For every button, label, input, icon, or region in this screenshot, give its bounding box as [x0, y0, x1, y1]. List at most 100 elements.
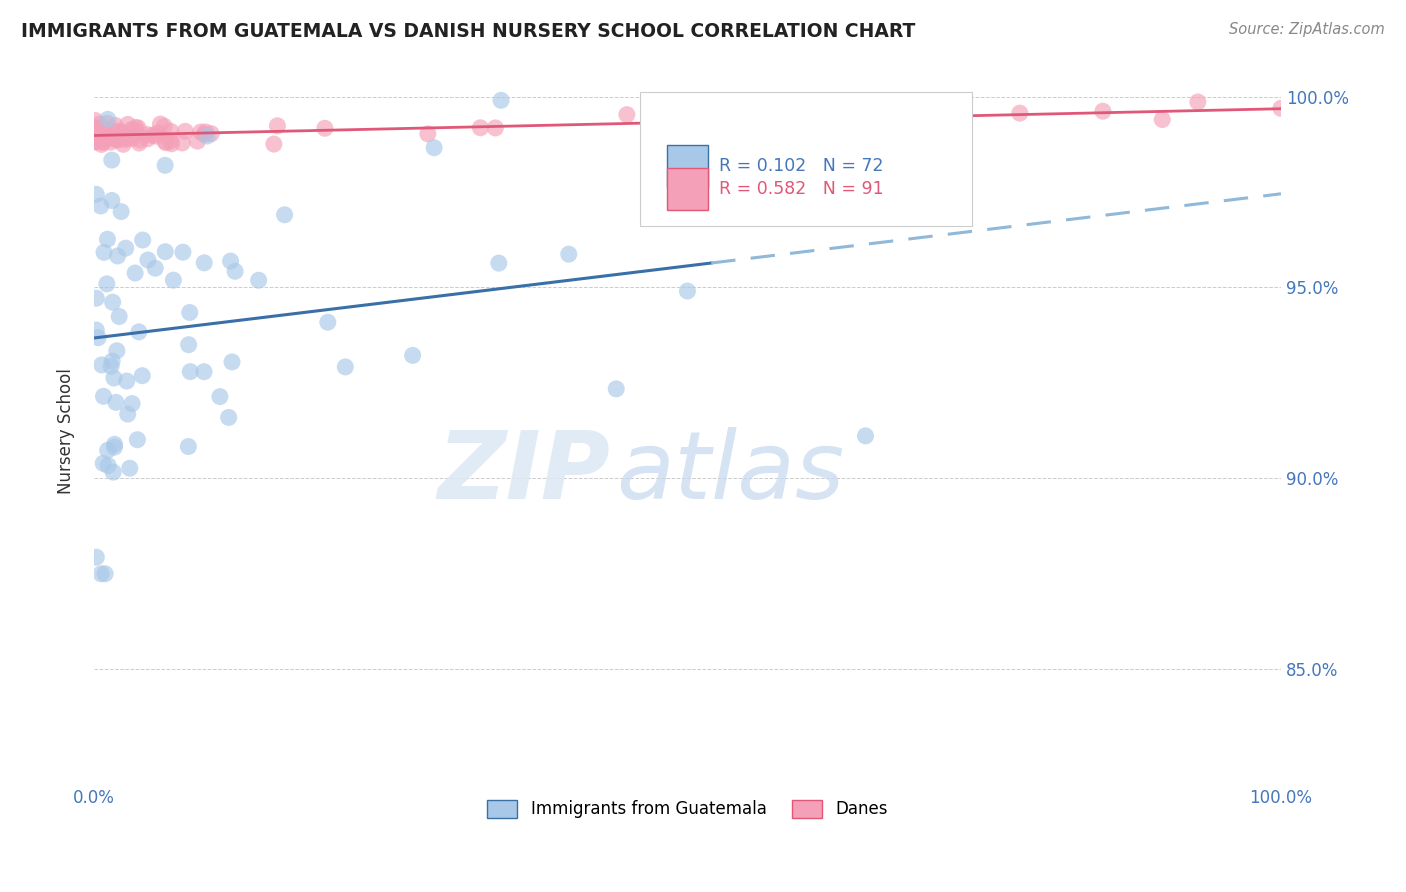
- Point: [96, 277, 118, 291]
- Point: [155, 244, 177, 259]
- Point: [84, 323, 107, 337]
- Point: [489, 93, 512, 107]
- Point: [160, 136, 183, 151]
- Point: [96, 232, 118, 246]
- Point: [136, 132, 159, 146]
- Text: IMMIGRANTS FROM GUATEMALA VS DANISH NURSERY SCHOOL CORRELATION CHART: IMMIGRANTS FROM GUATEMALA VS DANISH NURS…: [21, 22, 915, 41]
- Point: [110, 204, 132, 219]
- Point: [97, 112, 120, 127]
- Point: [159, 124, 181, 138]
- Point: [103, 437, 125, 451]
- Point: [103, 371, 125, 385]
- Point: [558, 247, 581, 261]
- Point: [416, 127, 439, 141]
- Point: [87, 331, 110, 345]
- Legend: Immigrants from Guatemala, Danes: Immigrants from Guatemala, Danes: [481, 793, 894, 825]
- Point: [89, 121, 111, 136]
- Point: [84, 133, 107, 147]
- Point: [146, 126, 169, 140]
- Point: [128, 325, 150, 339]
- Point: [149, 117, 172, 131]
- Point: [141, 128, 163, 143]
- Point: [1091, 104, 1114, 119]
- Point: [172, 136, 194, 150]
- Point: [103, 465, 125, 479]
- Point: [190, 125, 212, 139]
- Point: [112, 137, 135, 152]
- Point: [179, 305, 201, 319]
- Point: [89, 127, 111, 141]
- Point: [115, 374, 138, 388]
- Point: [86, 124, 108, 138]
- Point: [735, 115, 758, 129]
- Point: [96, 116, 118, 130]
- Point: [218, 410, 240, 425]
- Text: R = 0.102   N = 72: R = 0.102 N = 72: [720, 157, 884, 175]
- Point: [93, 128, 115, 143]
- Point: [97, 458, 120, 473]
- Point: [136, 252, 159, 267]
- Point: [93, 245, 115, 260]
- Point: [84, 550, 107, 565]
- Point: [153, 120, 176, 134]
- FancyBboxPatch shape: [668, 168, 707, 210]
- Point: [115, 128, 138, 142]
- Point: [105, 343, 128, 358]
- Point: [1187, 95, 1209, 109]
- Point: [90, 358, 112, 372]
- Point: [84, 123, 107, 137]
- Point: [484, 120, 506, 135]
- Point: [104, 119, 127, 133]
- Point: [855, 429, 877, 443]
- Point: [224, 264, 246, 278]
- Point: [101, 354, 124, 368]
- Point: [129, 133, 152, 147]
- Point: [121, 396, 143, 410]
- Point: [89, 128, 111, 142]
- Text: ZIP: ZIP: [437, 427, 610, 519]
- Point: [1270, 101, 1292, 115]
- Point: [159, 134, 181, 148]
- Point: [153, 158, 176, 172]
- Point: [124, 266, 146, 280]
- Point: [402, 348, 425, 362]
- Point: [193, 365, 215, 379]
- Point: [90, 137, 112, 152]
- Point: [107, 130, 129, 145]
- Point: [84, 133, 107, 147]
- Point: [143, 261, 166, 276]
- Point: [89, 117, 111, 131]
- Point: [193, 256, 215, 270]
- Y-axis label: Nursery School: Nursery School: [58, 368, 75, 493]
- Point: [90, 199, 112, 213]
- Point: [100, 359, 122, 374]
- Point: [84, 113, 107, 128]
- Point: [124, 123, 146, 137]
- Point: [194, 125, 217, 139]
- Point: [84, 135, 107, 149]
- Point: [118, 126, 141, 140]
- Point: [101, 153, 124, 167]
- Point: [103, 131, 125, 145]
- Point: [90, 566, 112, 581]
- Point: [488, 256, 510, 270]
- Point: [219, 254, 242, 268]
- Point: [114, 131, 136, 145]
- Point: [200, 127, 222, 141]
- Point: [676, 284, 699, 298]
- Point: [263, 137, 285, 152]
- Text: atlas: atlas: [616, 427, 845, 518]
- Point: [101, 295, 124, 310]
- Point: [114, 241, 136, 255]
- Point: [136, 128, 159, 142]
- Point: [84, 121, 107, 136]
- Point: [125, 120, 148, 135]
- Point: [89, 122, 111, 136]
- Point: [247, 273, 270, 287]
- Point: [100, 135, 122, 149]
- Point: [121, 131, 143, 145]
- Point: [316, 315, 339, 329]
- Point: [84, 134, 107, 148]
- Point: [118, 461, 141, 475]
- Point: [131, 368, 153, 383]
